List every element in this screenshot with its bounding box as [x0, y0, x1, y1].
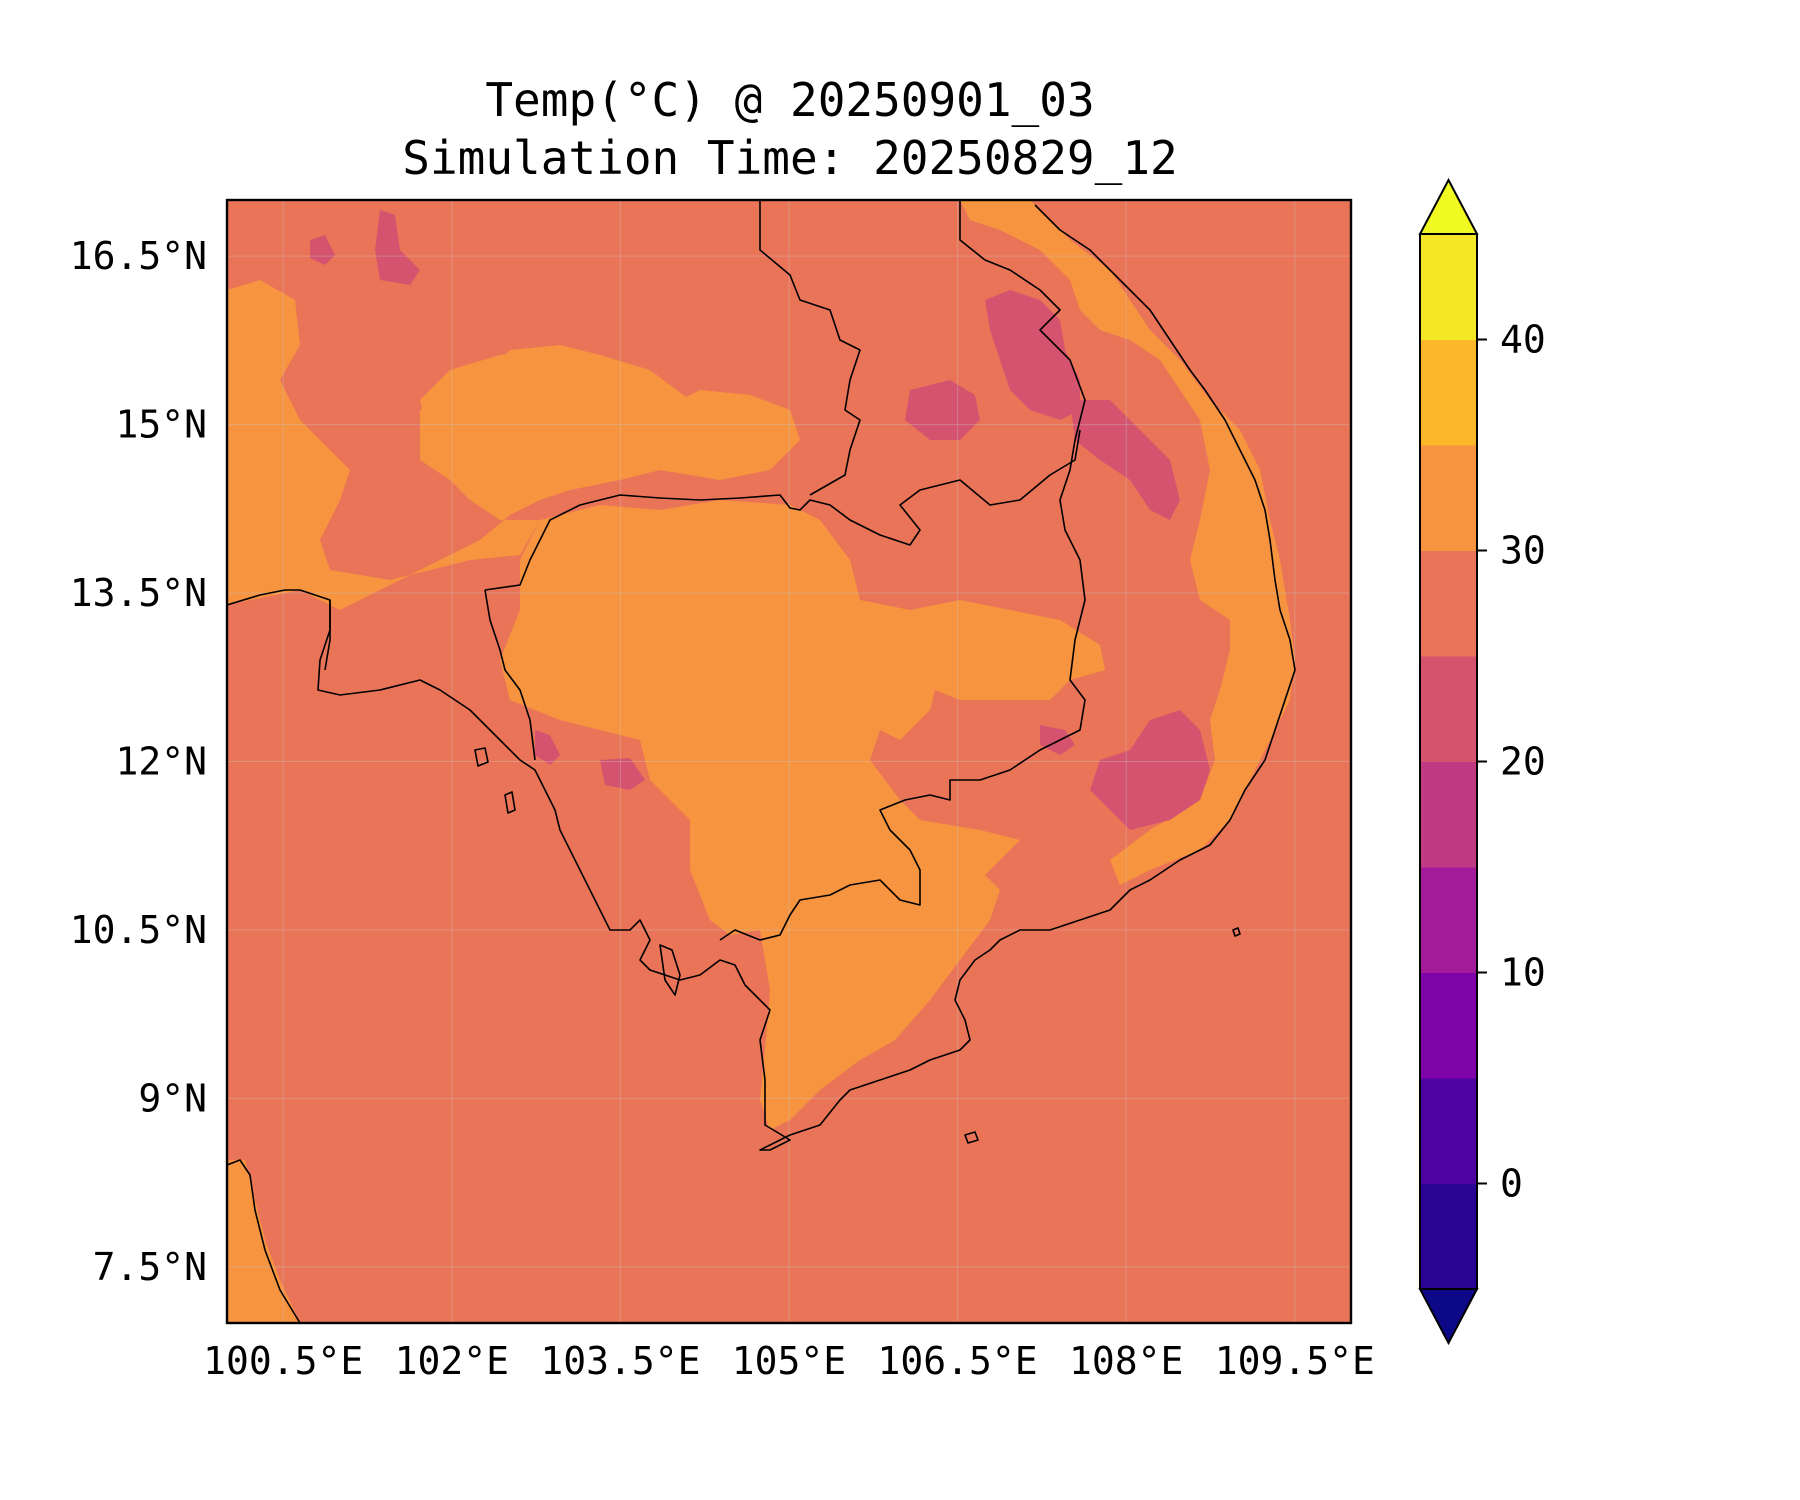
cool-region-vn-highland-2 — [1090, 710, 1210, 830]
map-panel — [227, 200, 1351, 1323]
cool-regions — [310, 210, 1210, 830]
coastline-malaysia — [227, 1159, 301, 1323]
colorbar-tick-label: 10 — [1500, 951, 1546, 995]
map-frame — [225, 198, 1353, 1325]
colorbar-segment — [1420, 339, 1477, 446]
lat-tick-label: 12°N — [115, 740, 207, 784]
lon-tick-label: 109.5°E — [1215, 1339, 1375, 1383]
colorbar-segment — [1420, 445, 1477, 551]
colorbar-extend-max — [1418, 177, 1479, 235]
island-con-son — [964, 1131, 979, 1144]
cool-region-laos-highland — [985, 290, 1080, 420]
cool-region-cardamom — [535, 730, 560, 765]
colorbar-segment — [1420, 761, 1477, 868]
border-cambodia-thailand-south — [484, 589, 536, 761]
colorbar-segment — [1420, 1078, 1477, 1184]
cool-region-laos-2 — [905, 380, 980, 440]
warm-region-north-band — [420, 345, 700, 470]
lon-axis: 100.5°E 102°E 103.5°E 105°E 106.5°E 108°E 109.… — [203, 1339, 1375, 1383]
lon-tick-label: 103.5°E — [540, 1339, 700, 1383]
lon-tick-label: 102°E — [395, 1339, 509, 1383]
colorbar-segment — [1420, 867, 1477, 973]
lat-tick-label: 7.5°N — [93, 1245, 207, 1289]
colorbar-tick-label: 20 — [1500, 740, 1546, 784]
warm-region-vietnam-coast — [960, 200, 1295, 885]
lat-tick-label: 9°N — [138, 1076, 207, 1120]
island-phu-quy — [1232, 927, 1241, 937]
lat-tick-label: 13.5°N — [70, 571, 207, 615]
border-thailand-cambodia — [484, 429, 1081, 591]
coastlines — [227, 204, 1296, 1323]
warm-region-cambodia-plain — [500, 500, 1105, 940]
lon-tick-label: 106.5°E — [878, 1339, 1038, 1383]
cool-region-vn-highland-1 — [1070, 400, 1180, 520]
coastline-gulf-of-thailand — [227, 204, 1296, 1151]
lon-tick-label: 100.5°E — [203, 1339, 363, 1383]
lon-tick-label: 105°E — [732, 1339, 846, 1383]
cool-region-small-1 — [310, 235, 335, 265]
map-title-line-1: Temp(°C) @ 20250901_03 — [485, 73, 1094, 127]
colorbar-tick-label: 30 — [1500, 529, 1546, 573]
lat-tick-label: 16.5°N — [70, 234, 207, 278]
country-borders — [324, 200, 1086, 941]
colorbar: 0 10 20 30 40 — [1418, 177, 1546, 1346]
colorbar-segment — [1420, 972, 1477, 1079]
colorbar-tick-label: 0 — [1500, 1162, 1523, 1206]
island-koh-kong-1 — [474, 747, 489, 767]
warm-region-mekong-delta — [760, 870, 1000, 1130]
colorbar-tick-label: 40 — [1500, 318, 1546, 362]
colorbar-extend-min — [1418, 1288, 1479, 1346]
colorbar-segment — [1420, 550, 1477, 657]
warm-regions — [227, 200, 1295, 1323]
colorbar-segment — [1420, 656, 1477, 762]
lat-axis: 16.5°N 15°N 13.5°N 12°N 10.5°N 9°N 7.5°N — [70, 234, 207, 1289]
lon-tick-label: 108°E — [1069, 1339, 1183, 1383]
colorbar-segment — [1420, 1183, 1477, 1290]
island-koh-kong-2 — [504, 791, 516, 814]
map-title-line-2: Simulation Time: 20250829_12 — [402, 131, 1177, 185]
cool-region-northwest-hill — [375, 210, 420, 285]
cool-region-cardamom-2 — [600, 758, 645, 790]
cool-region-east-cambodia — [1040, 725, 1075, 755]
lat-tick-label: 15°N — [115, 403, 207, 447]
islands — [474, 747, 1241, 1144]
border-thailand-myanmar — [324, 600, 331, 671]
coastline-phu-quoc — [659, 944, 681, 996]
colorbar-segment — [1420, 234, 1477, 340]
border-thailand-laos-mekong — [759, 200, 861, 496]
lat-tick-label: 10.5°N — [70, 908, 207, 952]
border-laos-vietnam — [719, 200, 1086, 941]
